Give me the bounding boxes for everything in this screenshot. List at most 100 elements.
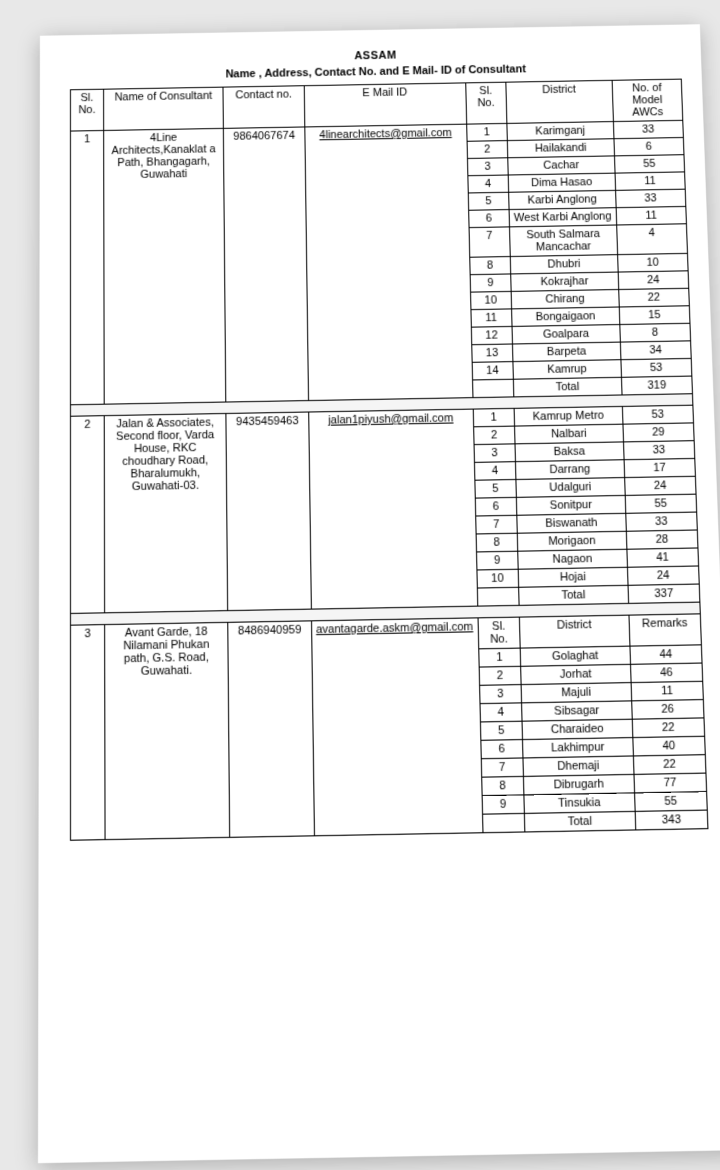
h-name: Name of Consultant bbox=[103, 87, 223, 130]
cell-inner-sl: 14 bbox=[472, 362, 514, 380]
cell-empty bbox=[482, 813, 525, 832]
cell-inner-sl: 5 bbox=[468, 192, 509, 210]
cell-value: 33 bbox=[615, 189, 685, 208]
cell-district: West Karbi Anglong bbox=[509, 208, 616, 227]
cell-inner-sl: 3 bbox=[479, 685, 521, 704]
cell-value: 11 bbox=[631, 681, 703, 701]
cell-value: 28 bbox=[626, 530, 698, 549]
document-page: ASSAM Name , Address, Contact No. and E … bbox=[38, 24, 720, 1163]
h-district: District bbox=[506, 80, 613, 123]
cell-value: 26 bbox=[631, 700, 704, 720]
cell-value: 17 bbox=[624, 458, 696, 477]
cell-district: Charaideo bbox=[522, 719, 633, 739]
cell-inner-sl: 9 bbox=[476, 551, 518, 570]
cell-district: Goalpara bbox=[512, 325, 620, 344]
cell-inner-sl: 8 bbox=[481, 776, 524, 795]
cell-value: 55 bbox=[625, 494, 697, 513]
cell-contact: 9864067674 bbox=[223, 127, 308, 402]
cell-name: Jalan & Associates, Second floor, Varda … bbox=[104, 413, 228, 612]
cell-total-value: 319 bbox=[621, 376, 692, 395]
cell-district: South Salmara Mancachar bbox=[509, 225, 617, 257]
cell-inner-sl: 1 bbox=[478, 648, 520, 667]
cell-value: 33 bbox=[626, 512, 698, 531]
cell-inner-sl: 3 bbox=[467, 158, 508, 176]
cell-inner-h-district: District bbox=[519, 615, 629, 648]
cell-value: 53 bbox=[621, 358, 692, 377]
cell-inner-sl: 7 bbox=[475, 515, 517, 534]
cell-inner-sl: 13 bbox=[471, 344, 513, 362]
cell-value: 40 bbox=[633, 736, 706, 756]
cell-value: 33 bbox=[613, 120, 683, 138]
cell-inner-sl: 2 bbox=[467, 141, 508, 159]
cell-value: 4 bbox=[616, 224, 687, 255]
cell-total-label: Total bbox=[524, 811, 635, 832]
cell-value: 29 bbox=[623, 423, 694, 442]
cell-district: Dima Hasao bbox=[508, 173, 615, 192]
cell-total-value: 343 bbox=[635, 810, 708, 830]
cell-inner-sl: 8 bbox=[469, 257, 510, 275]
cell-inner-sl: 9 bbox=[470, 274, 511, 292]
cell-district: Cachar bbox=[508, 156, 615, 175]
cell-inner-sl: 9 bbox=[482, 795, 525, 814]
cell-value: 11 bbox=[615, 172, 685, 190]
cell-district: Sibsagar bbox=[521, 701, 632, 721]
cell-inner-sl: 6 bbox=[480, 740, 522, 759]
cell-value: 22 bbox=[632, 718, 705, 738]
cell-slno: 2 bbox=[70, 416, 104, 614]
cell-inner-sl: 5 bbox=[480, 721, 522, 740]
cell-slno: 1 bbox=[70, 130, 104, 404]
cell-district: Biswanath bbox=[517, 513, 626, 533]
cell-district: Karimganj bbox=[507, 122, 614, 141]
cell-value: 24 bbox=[627, 566, 699, 585]
cell-district: Bongaigaon bbox=[511, 307, 619, 326]
cell-district: Dibrugarh bbox=[523, 774, 634, 794]
cell-name: Avant Garde, 18 Nilamani Phukan path, G.… bbox=[104, 622, 229, 839]
cell-district: Hojai bbox=[518, 567, 628, 587]
cell-inner-sl: 2 bbox=[479, 666, 521, 685]
cell-value: 10 bbox=[617, 253, 688, 272]
cell-total-label: Total bbox=[513, 377, 622, 397]
h-contact: Contact no. bbox=[223, 86, 304, 129]
h-inner-sl: Sl. No. bbox=[465, 82, 507, 124]
cell-value: 53 bbox=[622, 405, 693, 424]
cell-district: Kamrup Metro bbox=[514, 406, 623, 426]
cell-value: 24 bbox=[618, 271, 689, 290]
cell-inner-sl: 4 bbox=[480, 703, 522, 722]
cell-district: Kamrup bbox=[513, 360, 621, 380]
cell-district: Darrang bbox=[515, 460, 624, 480]
cell-inner-sl: 6 bbox=[475, 497, 517, 516]
cell-total-label: Total bbox=[519, 585, 629, 605]
cell-value: 77 bbox=[634, 773, 707, 793]
cell-inner-sl: 1 bbox=[473, 408, 515, 426]
cell-district: Barpeta bbox=[512, 342, 620, 362]
cell-name: 4Line Architects,Kanaklat a Path, Bhanga… bbox=[104, 128, 226, 404]
cell-inner-sl: 7 bbox=[481, 758, 524, 777]
h-email: E Mail ID bbox=[304, 83, 466, 127]
cell-empty bbox=[472, 379, 514, 397]
cell-inner-sl: 2 bbox=[473, 426, 515, 445]
cell-value: 11 bbox=[616, 206, 687, 225]
table-body: 14Line Architects,Kanaklat a Path, Bhang… bbox=[70, 120, 707, 840]
cell-district: Kokrajhar bbox=[511, 272, 619, 291]
cell-inner-sl: 10 bbox=[476, 569, 518, 588]
cell-district: Karbi Anglong bbox=[509, 190, 616, 209]
cell-value: 55 bbox=[614, 155, 684, 173]
cell-district: Hailakandi bbox=[507, 139, 614, 158]
cell-district: Morigaon bbox=[517, 531, 626, 551]
cell-inner-sl: 5 bbox=[474, 479, 516, 498]
cell-value: 24 bbox=[624, 476, 696, 495]
h-sl: Sl. No. bbox=[70, 89, 103, 131]
cell-value: 22 bbox=[633, 755, 706, 775]
cell-value: 44 bbox=[630, 645, 702, 665]
cell-district: Majuli bbox=[521, 683, 631, 703]
cell-value: 46 bbox=[630, 663, 702, 683]
cell-email: jalan1piyush@gmail.com bbox=[308, 409, 477, 609]
cell-inner-sl: 8 bbox=[476, 533, 518, 552]
cell-district: Udalguri bbox=[516, 478, 625, 498]
cell-inner-sl: 10 bbox=[470, 291, 511, 309]
cell-value: 34 bbox=[620, 341, 691, 360]
cell-district: Nalbari bbox=[514, 424, 623, 444]
cell-inner-sl: 1 bbox=[466, 123, 507, 141]
cell-inner-sl: 7 bbox=[469, 227, 511, 257]
cell-value: 8 bbox=[620, 323, 691, 342]
